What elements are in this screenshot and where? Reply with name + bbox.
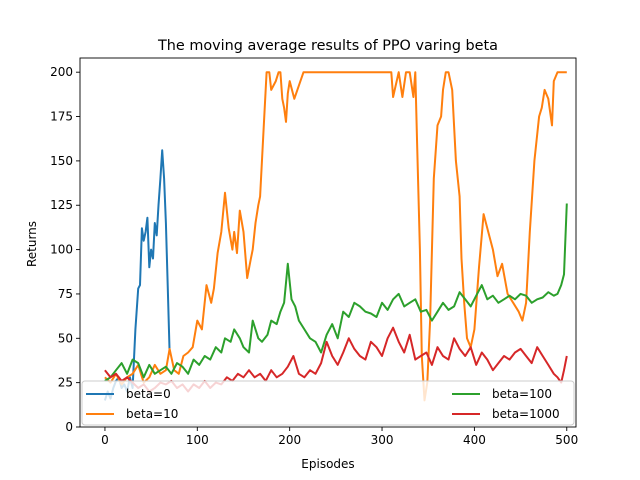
axes-frame [79, 57, 577, 428]
legend-box [81, 380, 575, 426]
x-axis-label: Episodes [301, 457, 354, 471]
y-tick-label-3: 75 [58, 287, 73, 301]
series-line-1 [104, 71, 567, 402]
legend-label-2: beta=100 [492, 387, 552, 401]
chart-title: The moving average results of PPO varing… [157, 38, 498, 54]
y-tick-label-1: 25 [58, 376, 73, 390]
y-tick-label-2: 50 [58, 331, 73, 345]
x-tick-label-0: 0 [101, 433, 109, 447]
x-tick-label-2: 200 [278, 433, 301, 447]
x-tick-label-4: 400 [463, 433, 486, 447]
y-tick-label-5: 125 [50, 198, 73, 212]
plot-area: 0 100 200 300 400 500 0 25 50 75 100 125 150 175 200 [50, 57, 578, 447]
y-tick-label-0: 0 [65, 420, 73, 434]
x-tick-label-1: 100 [186, 433, 209, 447]
y-tick-label-4: 100 [50, 243, 73, 257]
y-tick-label-6: 150 [50, 154, 73, 168]
x-tick-label-5: 500 [555, 433, 578, 447]
x-tick-label-3: 300 [371, 433, 394, 447]
y-tick-label-8: 200 [50, 65, 73, 79]
y-axis-label: Returns [25, 221, 39, 267]
legend-label-0: beta=0 [126, 387, 171, 401]
legend: beta=0 beta=10 beta=100 beta=1000 [81, 380, 575, 426]
series-line-2 [104, 203, 568, 382]
legend-label-1: beta=10 [126, 407, 178, 421]
y-tick-label-7: 175 [50, 110, 73, 124]
legend-label-3: beta=1000 [492, 407, 560, 421]
